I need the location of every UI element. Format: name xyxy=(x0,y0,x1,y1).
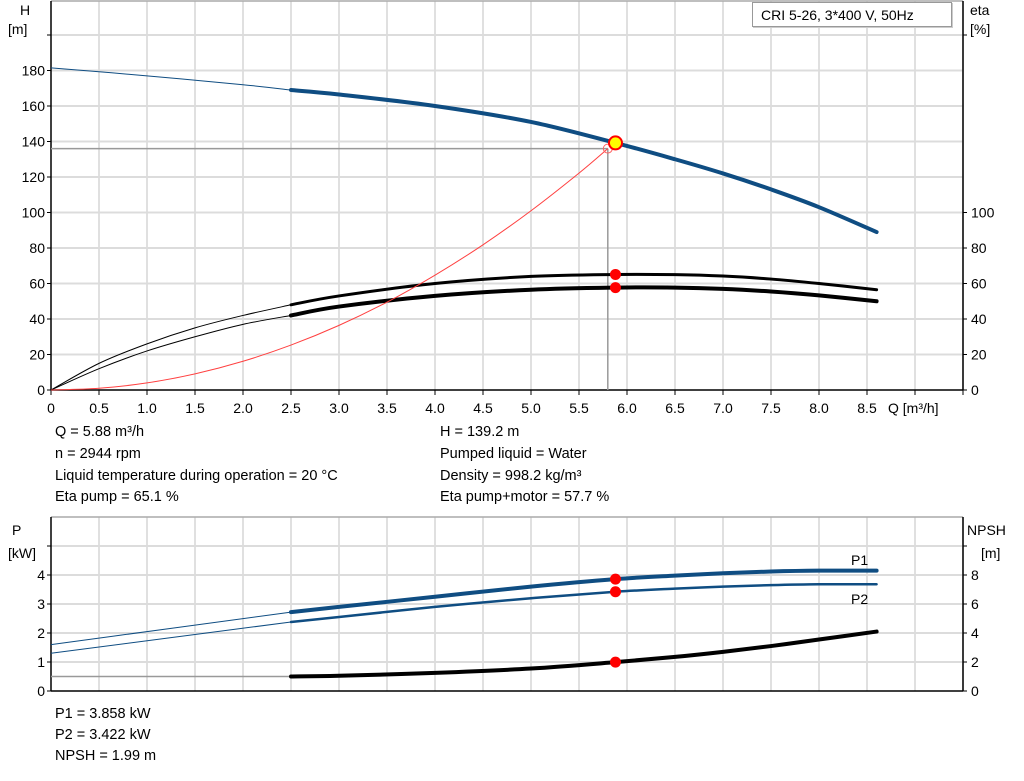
x-tick-label: 3.5 xyxy=(377,400,397,416)
x-tick-label: 6.5 xyxy=(665,400,685,416)
y2-tick-label: 40 xyxy=(971,311,987,327)
duty-point-eta-total xyxy=(609,282,621,294)
info-eta-pump: Eta pump = 65.1 % xyxy=(55,489,179,505)
info-q: Q = 5.88 m³/h xyxy=(55,424,145,440)
x-tick-label: 3.0 xyxy=(329,400,349,416)
y-tick-label: 60 xyxy=(29,276,45,292)
y2-axis-unit: [%] xyxy=(970,21,990,37)
y-tick-label: 180 xyxy=(22,63,46,79)
h-curve xyxy=(289,88,879,235)
y2-tick-label: 100 xyxy=(971,205,995,221)
eta-pump-motor-curve xyxy=(289,285,879,318)
x-tick-label: 1.5 xyxy=(185,400,205,416)
duty-point-marker xyxy=(607,135,623,151)
duty-point-eta-pump xyxy=(609,268,621,280)
info-p1: P1 = 3.858 kW xyxy=(55,706,151,722)
npsh-curve xyxy=(289,629,879,679)
y2-tick-label: 8 xyxy=(971,567,979,583)
x-tick-label: 2.5 xyxy=(281,400,301,416)
x-tick-label: 7.0 xyxy=(713,400,733,416)
y-tick-label: 160 xyxy=(22,98,46,114)
duty-point-npsh xyxy=(609,656,621,668)
y2-tick-label: 60 xyxy=(971,276,987,292)
x-tick-label: 4.0 xyxy=(425,400,445,416)
info-density: Density = 998.2 kg/m³ xyxy=(440,468,582,484)
y-tick-label: 1 xyxy=(37,654,45,670)
eta-pump-curve xyxy=(289,272,879,307)
duty-point-p1 xyxy=(609,573,621,585)
eta-pump-curve-extrapolated xyxy=(50,304,292,391)
x-tick-label: 5.0 xyxy=(521,400,541,416)
y-tick-label: 3 xyxy=(37,596,45,612)
duty-point-p2 xyxy=(609,586,621,598)
y-tick-label: 100 xyxy=(22,205,46,221)
y2-tick-label: 6 xyxy=(971,596,979,612)
y-tick-label: 4 xyxy=(37,567,45,583)
y-axis-unit: [kW] xyxy=(8,545,36,561)
y2-axis-label: NPSH xyxy=(967,522,1006,538)
y2-axis-unit: [m] xyxy=(981,545,1000,561)
x-tick-label: 8.5 xyxy=(857,400,877,416)
x-tick-label: 7.5 xyxy=(761,400,781,416)
info-p2: P2 = 3.422 kW xyxy=(55,727,151,743)
y2-tick-label: 0 xyxy=(971,683,979,699)
y-tick-label: 40 xyxy=(29,311,45,327)
y-tick-label: 2 xyxy=(37,625,45,641)
x-tick-label: 2.0 xyxy=(233,400,253,416)
info-speed: n = 2944 rpm xyxy=(55,446,141,462)
p2-curve xyxy=(289,582,878,624)
y-tick-label: 80 xyxy=(29,240,45,256)
eta-pump-motor-curve-extrapolated xyxy=(50,314,292,391)
y-tick-label: 20 xyxy=(29,347,45,363)
p1-curve xyxy=(289,568,879,615)
y-axis-label: P xyxy=(12,522,21,538)
y2-tick-label: 4 xyxy=(971,625,979,641)
x-tick-label: 0.5 xyxy=(89,400,109,416)
y-tick-label: 0 xyxy=(37,382,45,398)
y2-axis-label: eta xyxy=(970,2,990,18)
h-curve-extrapolated xyxy=(50,67,292,91)
x-tick-label: 6.0 xyxy=(617,400,637,416)
info-temperature: Liquid temperature during operation = 20… xyxy=(55,468,338,484)
chart-title: CRI 5-26, 3*400 V, 50Hz xyxy=(752,2,952,27)
y2-tick-label: 80 xyxy=(971,240,987,256)
series-label-p2: P2 xyxy=(851,591,868,607)
info-eta-total: Eta pump+motor = 57.7 % xyxy=(440,489,610,505)
y2-tick-label: 0 xyxy=(971,382,979,398)
y2-tick-label: 20 xyxy=(971,347,987,363)
x-tick-label: 8.0 xyxy=(809,400,829,416)
y-axis-unit: [m] xyxy=(8,21,27,37)
info-h: H = 139.2 m xyxy=(440,424,520,440)
y-tick-label: 120 xyxy=(22,169,46,185)
x-tick-label: 0 xyxy=(47,400,55,416)
y2-tick-label: 2 xyxy=(971,654,979,670)
y-axis-label: H xyxy=(20,2,30,18)
series-label-p1: P1 xyxy=(851,552,868,568)
p2-curve-extrapolated xyxy=(50,621,292,654)
y-tick-label: 140 xyxy=(22,134,46,150)
info-liquid: Pumped liquid = Water xyxy=(440,446,587,462)
info-npsh: NPSH = 1.99 m xyxy=(55,748,157,764)
x-tick-label: 4.5 xyxy=(473,400,493,416)
x-axis-label: Q [m³/h] xyxy=(888,400,939,416)
y-tick-label: 0 xyxy=(37,683,45,699)
x-tick-label: 1.0 xyxy=(137,400,157,416)
system-curve xyxy=(50,148,609,391)
p1-curve-extrapolated xyxy=(50,611,292,646)
x-tick-label: 5.5 xyxy=(569,400,589,416)
